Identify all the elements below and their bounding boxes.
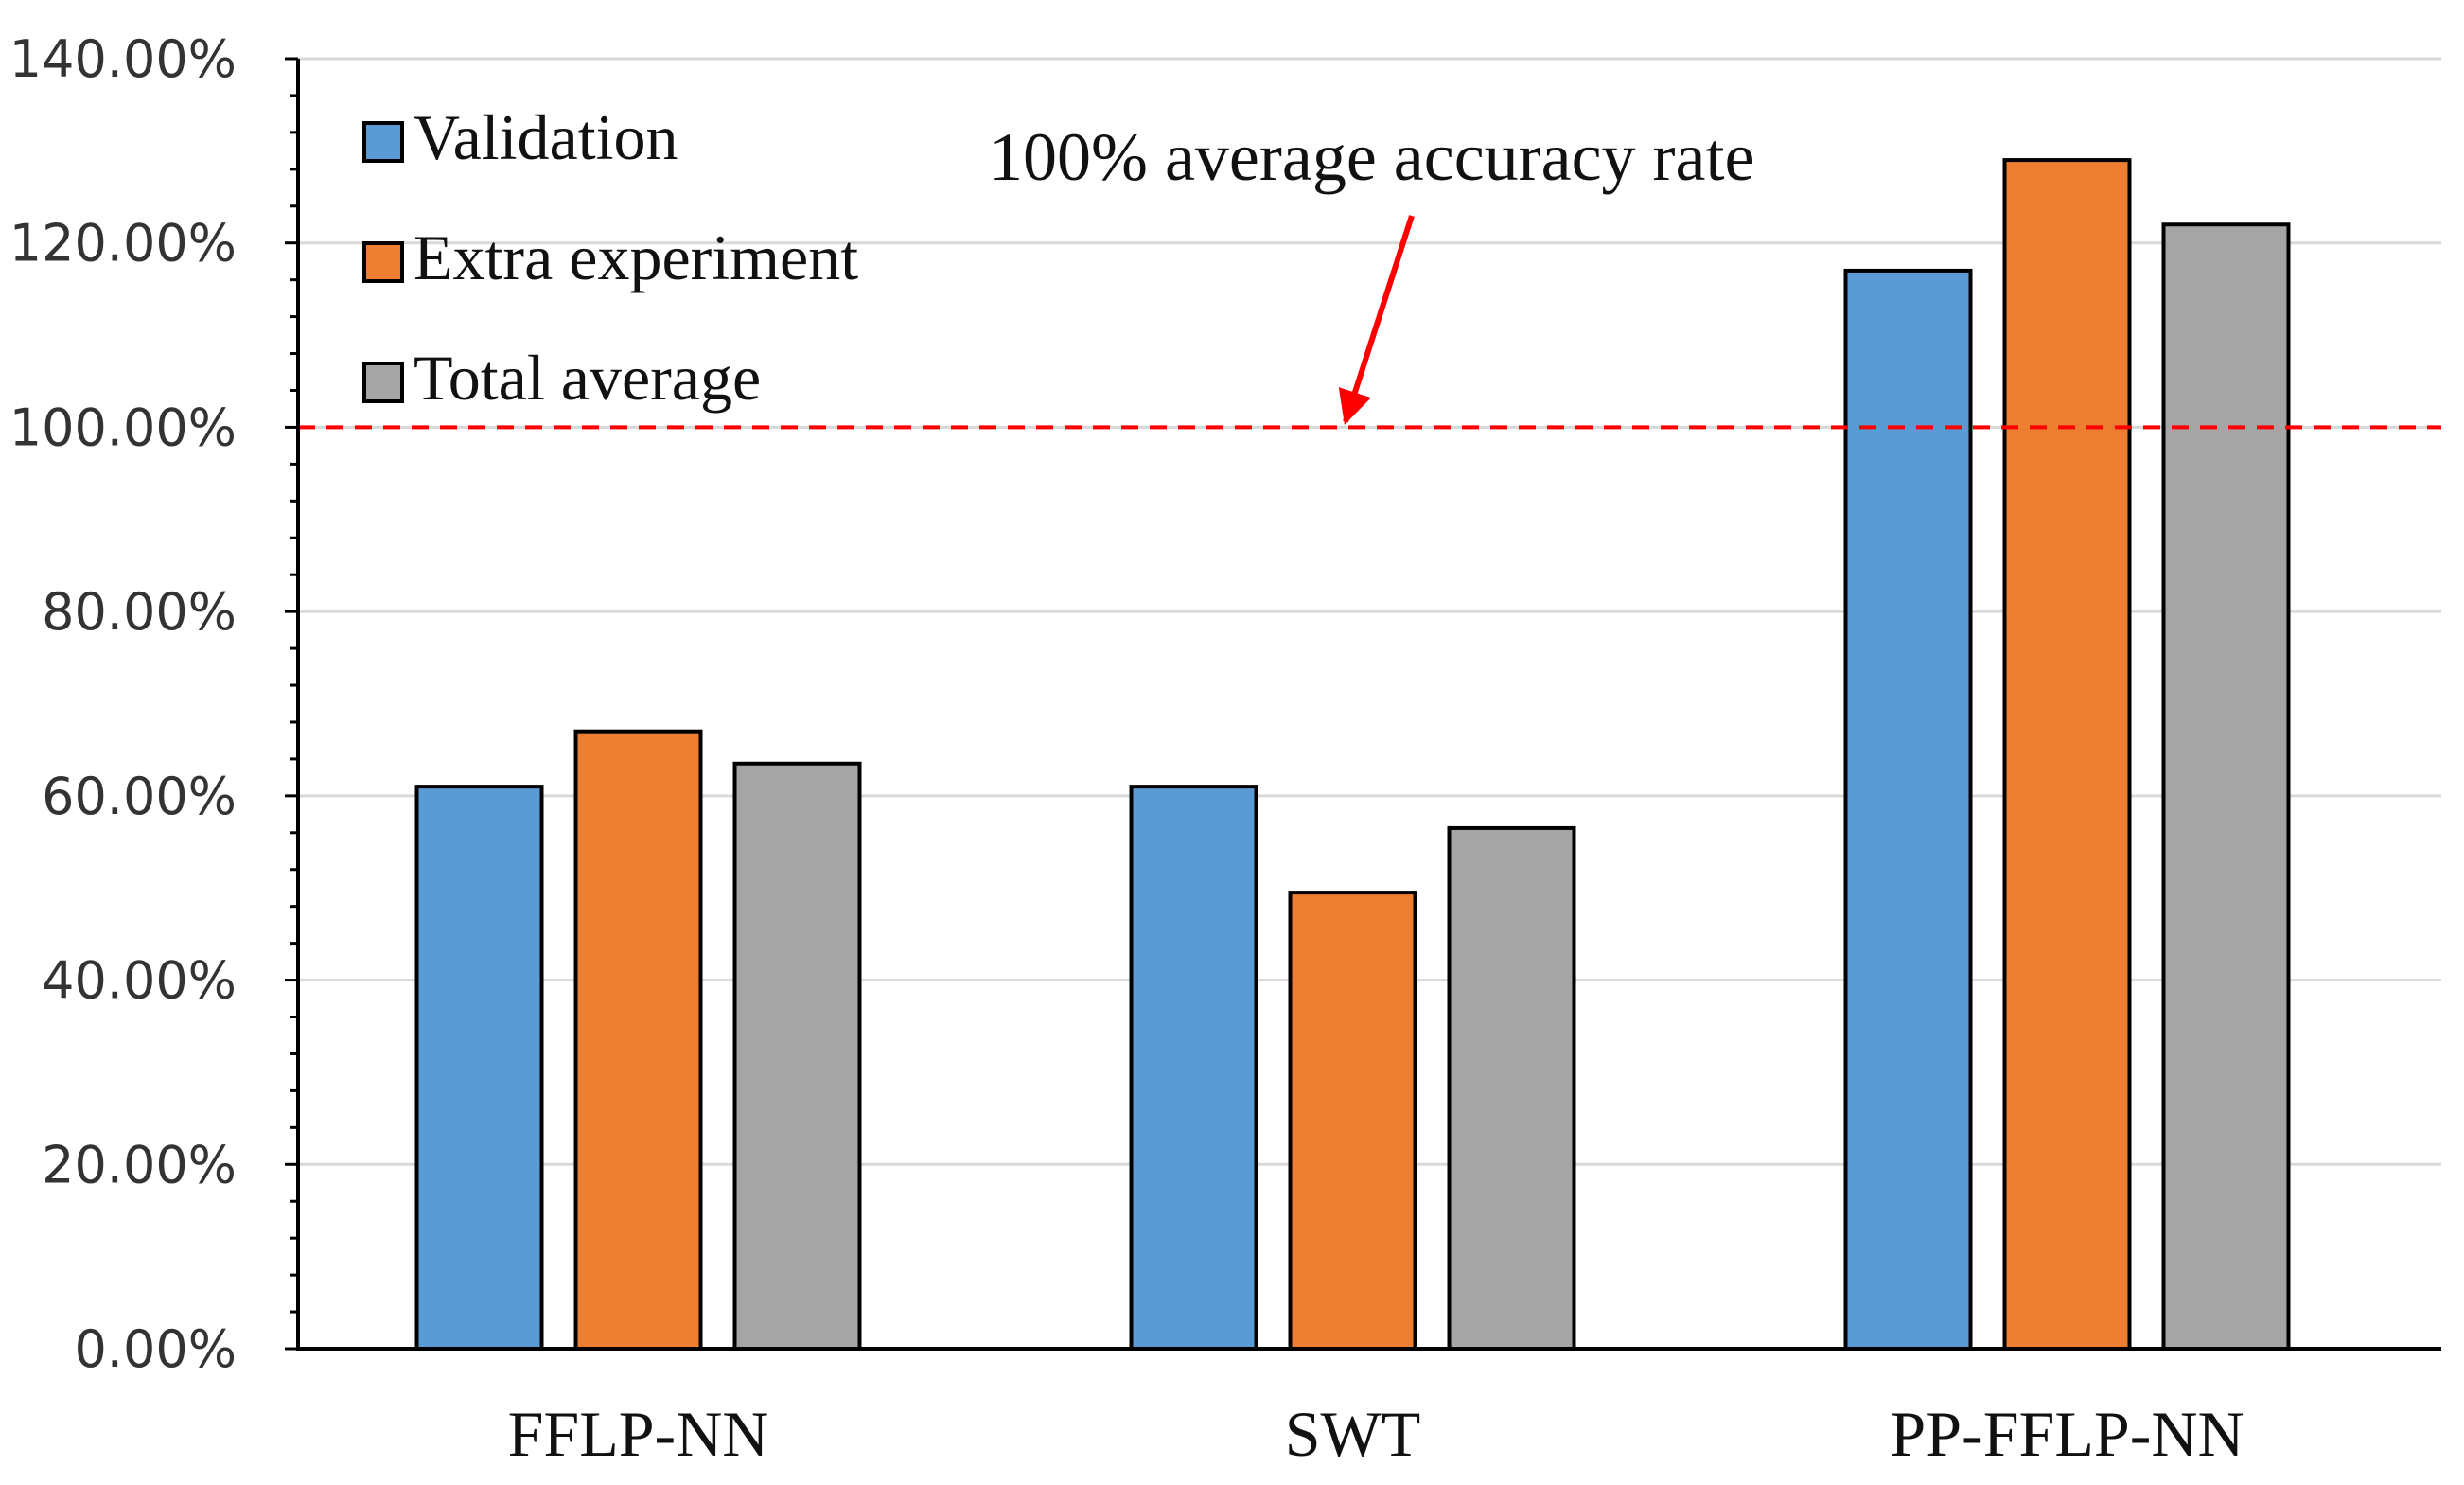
bar-swt-extra-experiment <box>1288 891 1417 1351</box>
legend-label: Total average <box>414 342 761 414</box>
x-tick-label: SWT <box>1285 1398 1421 1470</box>
axes <box>285 57 2441 1351</box>
bar-swt-total-average <box>1447 825 1576 1351</box>
annotation: 100% average accuracy rate <box>989 119 1754 425</box>
y-tick-labels: 0.00% 20.00% 40.00% 60.00% 80.00% 100.00% 120.… <box>9 29 237 1379</box>
y-tick-label: 140.00% <box>9 29 237 89</box>
x-tick-label: PP-FFLP-NN <box>1890 1398 2244 1470</box>
legend-label: Validation <box>414 101 678 173</box>
annotation-arrow <box>1338 215 1415 425</box>
x-tick-labels: FFLP-NN SWT PP-FFLP-NN <box>508 1398 2244 1470</box>
legend: Validation Extra experiment Total average <box>362 101 858 414</box>
x-tick-label: FFLP-NN <box>508 1398 769 1470</box>
bar-pp-fflp-nn-total-average <box>2161 222 2291 1352</box>
y-tick-label: 80.00% <box>42 582 237 642</box>
bar-swt-validation <box>1129 785 1258 1351</box>
bar-pp-fflp-nn-validation <box>1843 268 1973 1352</box>
bars <box>414 158 2291 1352</box>
bar-fflp-nn-extra-experiment <box>573 729 703 1351</box>
y-tick-label: 120.00% <box>9 214 237 274</box>
annotation-text: 100% average accuracy rate <box>989 119 1754 195</box>
y-tick-label: 20.00% <box>42 1135 237 1194</box>
bar-pp-fflp-nn-extra-experiment <box>2002 158 2132 1351</box>
bar-fflp-nn-validation <box>414 785 544 1351</box>
legend-label: Extra experiment <box>414 221 858 293</box>
bar-fflp-nn-total-average <box>732 761 862 1351</box>
legend-swatch <box>362 241 404 283</box>
legend-swatch <box>362 121 404 163</box>
y-tick-label: 60.00% <box>42 767 237 826</box>
y-tick-label: 100.00% <box>9 398 237 457</box>
legend-swatch <box>362 362 404 403</box>
y-tick-label: 0.00% <box>74 1319 237 1379</box>
y-tick-label: 40.00% <box>42 951 237 1011</box>
